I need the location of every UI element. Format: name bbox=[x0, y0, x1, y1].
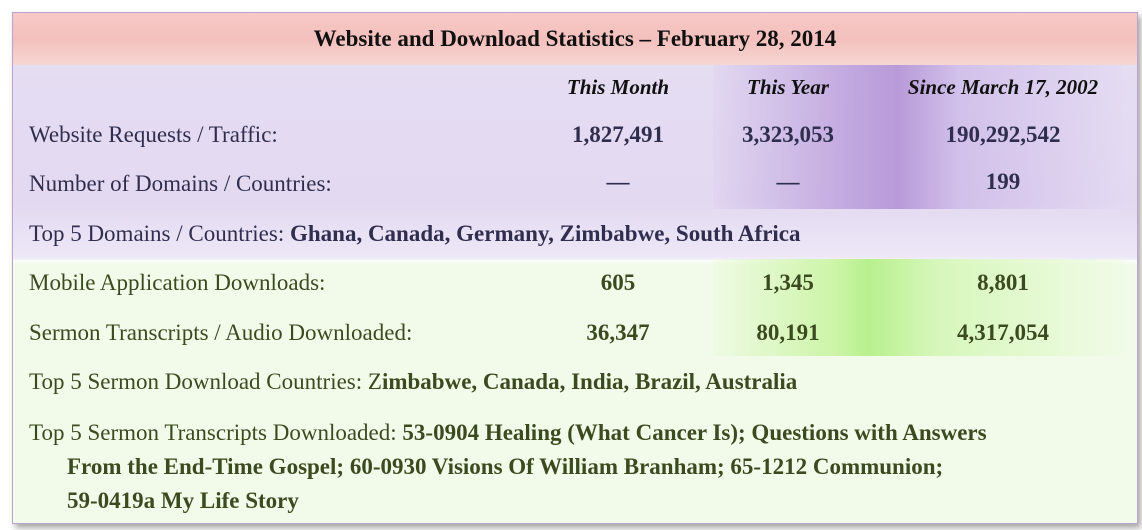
value-mobile-downloads-month: 605 bbox=[600, 270, 636, 295]
top-transcripts-value-1: 53-0904 Healing (What Cancer Is); Questi… bbox=[402, 420, 987, 445]
value-website-requests-total: 190,292,542 bbox=[945, 122, 1061, 147]
statistics-panel: Website and Download Statistics – Februa… bbox=[12, 12, 1138, 524]
title-band: Website and Download Statistics – Februa… bbox=[13, 13, 1137, 65]
top-countries-line: Top 5 Sermon Download Countries: Zimbabw… bbox=[29, 369, 797, 395]
row-label-domains-countries: Number of Domains / Countries: bbox=[29, 171, 332, 196]
top-countries-value: imbabwe, Canada, India, Brazil, Australi… bbox=[381, 369, 798, 394]
top-transcripts-value-3: 59-0419a My Life Story bbox=[67, 488, 299, 513]
column-header-this-year: This Year bbox=[747, 75, 829, 99]
value-domains-total: 199 bbox=[985, 169, 1021, 194]
row-label-sermon-downloads: Sermon Transcripts / Audio Downloaded: bbox=[29, 320, 413, 345]
value-website-requests-year: 3,323,053 bbox=[742, 122, 834, 147]
top-transcripts-label: Top 5 Sermon Transcripts Downloaded: bbox=[29, 420, 403, 445]
value-website-requests-month: 1,827,491 bbox=[572, 122, 664, 147]
top-domains-label: Top 5 Domains / Countries: bbox=[29, 221, 290, 246]
green-highlight bbox=[713, 259, 1123, 356]
band-divider bbox=[13, 257, 1137, 265]
value-sermon-downloads-month: 36,347 bbox=[586, 320, 650, 345]
value-domains-year: — bbox=[776, 169, 800, 194]
top-domains-line: Top 5 Domains / Countries: Ghana, Canada… bbox=[29, 221, 801, 247]
top-countries-label: Top 5 Sermon Download Countries: Z bbox=[29, 369, 382, 394]
panel-title: Website and Download Statistics – Februa… bbox=[313, 26, 837, 51]
row-label-website-requests: Website Requests / Traffic: bbox=[29, 122, 278, 147]
column-header-since: Since March 17, 2002 bbox=[907, 75, 1099, 99]
value-sermon-downloads-total: 4,317,054 bbox=[957, 320, 1049, 345]
value-sermon-downloads-year: 80,191 bbox=[756, 320, 820, 345]
top-domains-value: Ghana, Canada, Germany, Zimbabwe, South … bbox=[289, 221, 801, 246]
value-domains-month: — bbox=[606, 169, 630, 194]
value-mobile-downloads-total: 8,801 bbox=[977, 270, 1029, 295]
purple-highlight bbox=[713, 65, 1123, 209]
top-transcripts-value-2: From the End-Time Gospel; 60-0930 Vision… bbox=[67, 454, 944, 479]
value-mobile-downloads-year: 1,345 bbox=[762, 270, 814, 295]
column-header-this-month: This Month bbox=[566, 75, 670, 99]
top-transcripts-line-1: Top 5 Sermon Transcripts Downloaded: 53-… bbox=[29, 420, 987, 446]
row-label-mobile-downloads: Mobile Application Downloads: bbox=[29, 270, 326, 295]
